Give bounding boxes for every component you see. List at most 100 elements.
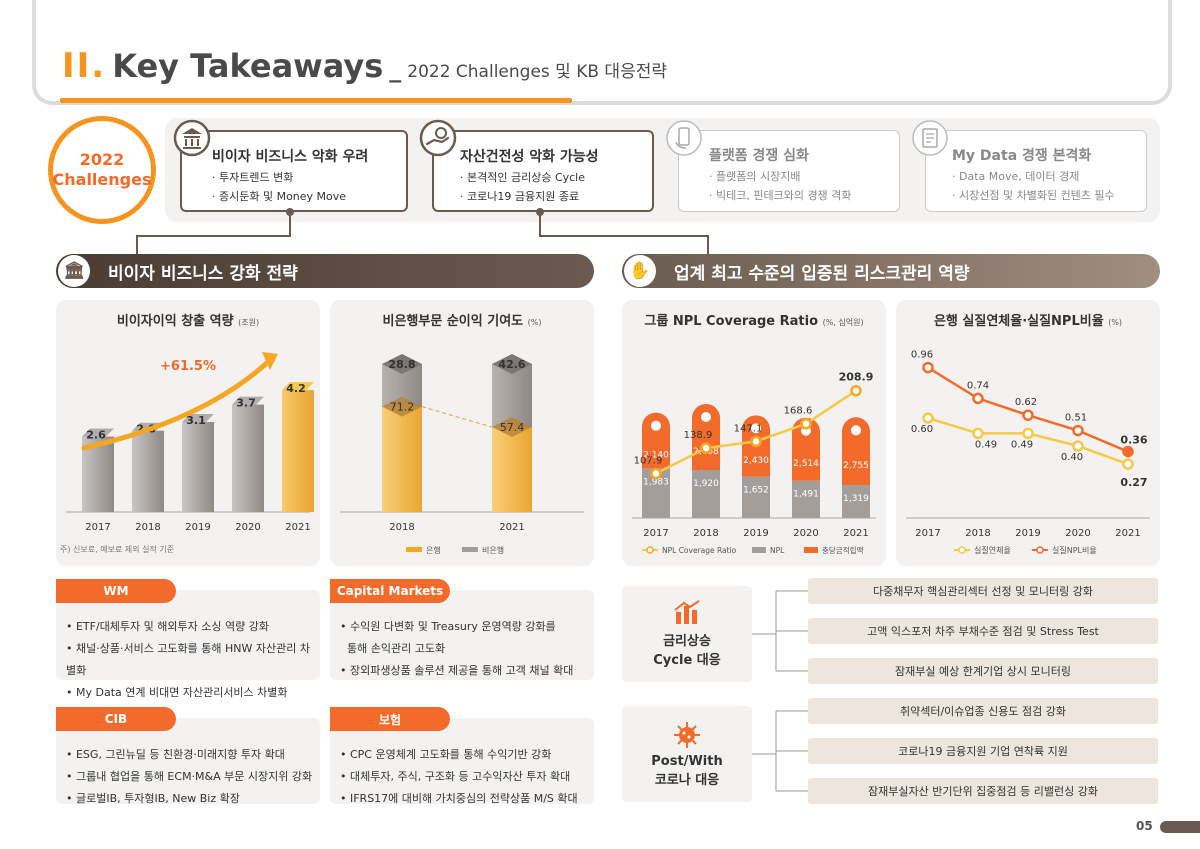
growth-arrow [81, 357, 273, 451]
chart-title: 비이자이익 창출 역량 (조원) [116, 314, 260, 329]
chart-card-delinquency: 은행 실질연체율·실질NPL비율 (%) 0.60 0.49 0.49 0.40 0.2… [896, 300, 1160, 566]
section-title-left: 비이자 비즈니스 강화 전략 [108, 263, 298, 284]
data-label: 2.6 [86, 429, 106, 442]
title-subtitle: 2022 Challenges 및 KB 대응전략 [407, 62, 667, 82]
risk-connectors [752, 590, 808, 792]
strategy-line: • CPC 운영체계 고도화를 통해 수익기반 강화 [340, 748, 552, 761]
npl-ratio-point [1122, 445, 1134, 458]
risk-covid-label-2: 코로나 대응 [654, 773, 720, 788]
legend-label-provision: 충당금적립액 [822, 545, 863, 555]
chart-footnote: 주) 신보료, 예보료 제외 실적 기준 [60, 545, 175, 554]
strategy-line: 통해 손익관리 고도화 [340, 642, 446, 655]
data-label-npl: 1,983 [643, 477, 669, 487]
data-label-nonbank: 42.6 [498, 358, 525, 371]
risk-covid-item-2: 코로나19 금융지원 기업 연착륙 지원 [808, 738, 1158, 764]
bank-icon [173, 119, 211, 157]
npl-ratio-label: 0.96 [911, 350, 933, 361]
title-main: Key Takeaways [112, 47, 384, 85]
challenge-title: My Data 경쟁 본격화 [952, 148, 1092, 164]
risk-covid-item-1: 취약섹터/이슈업종 신용도 점검 강화 [808, 698, 1158, 724]
risk-rate-label-2: Cycle 대응 [653, 653, 721, 668]
delinquency-point [1072, 440, 1084, 452]
bar-top [492, 354, 532, 374]
bar [282, 390, 314, 512]
challenge-line: · 증시둔화 및 Money Move [212, 190, 347, 203]
coverage-point [750, 435, 762, 448]
data-label-npl: 1,319 [843, 494, 869, 504]
bar-top [82, 428, 114, 437]
bar-cap-dot [701, 411, 711, 422]
npl-ratio-point [972, 392, 984, 405]
legend-swatch-nonbank [462, 547, 478, 552]
data-label: 3.7 [236, 397, 256, 410]
badge-label: Challenges [52, 170, 152, 189]
strategy-line: • 그룹내 협업을 통해 ECM·M&A 부문 시장지위 강화 [66, 770, 313, 783]
risk-rate-item-1: 다중채무자 핵심관리섹터 선정 및 모니터링 강화 [808, 578, 1158, 604]
section-bar-right: ✋ 업계 최고 수준의 입증된 리스크관리 역량 [622, 254, 1160, 288]
chart-npl-coverage: 1,9832,14020171,9202,66820181,6522,43020… [632, 371, 876, 555]
bar-nonbank [492, 364, 532, 428]
bar [232, 404, 264, 512]
header-frame [32, 0, 1172, 105]
hand-coin-icon: ✋ [624, 255, 656, 287]
bar [182, 422, 214, 512]
x-tick-label: 2018 [965, 528, 990, 539]
data-label-bank: 57.4 [500, 421, 525, 434]
risk-rate-item-3: 잠재부실 예상 한계기업 상시 모니터링 [808, 658, 1158, 684]
bar-top [382, 354, 422, 374]
data-label: 3.1 [186, 414, 206, 427]
delinquency-point [1022, 427, 1034, 440]
strategy-insurance: 보험 • CPC 운영체계 고도화를 통해 수익기반 강화 • 대체투자, 주식… [330, 707, 594, 805]
challenge-line: · 플랫폼의 시장지배 [709, 170, 801, 183]
strategy-line: • 대체투자, 주식, 구조화 등 고수익자산 투자 확대 [340, 770, 571, 783]
challenge-card-4: My Data 경쟁 본격화 · Data Move, 데이터 경제 · 시장선… [925, 130, 1147, 212]
bar-bank [382, 406, 422, 512]
strategy-line: • ETF/대체투자 및 해외투자 소싱 역량 강화 [66, 620, 269, 633]
legend-label-nonbank: 비은행 [482, 545, 504, 555]
bar-npl [792, 480, 820, 518]
challenge-line: · Data Move, 데이터 경제 [952, 170, 1080, 183]
risk-rate-label-1: 금리상승 [663, 634, 711, 649]
risk-covid-label-1: Post/With [651, 754, 723, 769]
bar-joint [492, 417, 532, 438]
x-tick-label: 2021 [285, 522, 310, 533]
legend-swatch-bank [406, 547, 422, 552]
strategy-line: • 글로벌IB, 투자형IB, New Biz 확장 [66, 792, 240, 805]
coverage-label: 138.9 [684, 430, 713, 441]
chart-card-npl-coverage: 그룹 NPL Coverage Ratio (%, 십억원) 1,983 2,14… [622, 300, 886, 566]
npl-ratio-label: 0.36 [1120, 434, 1147, 447]
delinquency-label: 0.49 [975, 439, 997, 450]
chart-nonbank-contrib: 28.8 71.2 2018 42.6 57.4 2021 은행 비은행 [340, 354, 584, 555]
bar-npl [692, 470, 720, 518]
legend-marker-delinquency [958, 546, 966, 554]
x-tick-label: 2017 [643, 528, 668, 539]
legend-marker-ratio [646, 546, 654, 554]
bar-cap-dot [851, 425, 861, 436]
delinquency-label: 0.49 [1011, 439, 1033, 450]
chart-title: 그룹 NPL Coverage Ratio (%, 십억원) [644, 314, 864, 329]
section-title-right: 업계 최고 수준의 입증된 리스크관리 역량 [674, 263, 970, 284]
npl-ratio-point [1072, 424, 1084, 437]
x-tick-label: 2019 [743, 528, 768, 539]
chart-nonint-income: 2.620172.820183.120193.720204.22021+61.5… [66, 352, 314, 533]
chart-card-nonint-income: 비이자이익 창출 역량 (조원) 2.6 2017 2.8 2018 3.1 2019 3.… [56, 300, 320, 566]
page-title: II. Key Takeaways _ 2022 Challenges 및 KB… [62, 46, 667, 86]
challenge-card-2: 자산건전성 악화 가능성 · 본격적인 금리상승 Cycle · 코로나19 금… [432, 130, 654, 212]
legend-swatch-provision [804, 547, 818, 553]
coverage-point [850, 384, 862, 397]
title-separator: _ [389, 55, 402, 83]
strategy-line: • 채널·상품·서비스 고도화를 통해 HNW 자산관리 차별화 [66, 642, 310, 677]
strategy-line: • 수익원 다변화 및 Treasury 운영역량 강화를 [340, 620, 556, 633]
bar [132, 430, 164, 512]
chart-title: 은행 실질연체율·실질NPL비율 (%) [933, 314, 1123, 329]
delinquency-point [922, 412, 934, 424]
coverage-label: 168.6 [784, 406, 813, 417]
challenges-badge: 2022 Challenges [48, 116, 156, 224]
legend-label-npl: NPL [770, 546, 785, 555]
bar-chart-icon [674, 600, 700, 624]
delinquency-label: 0.27 [1120, 476, 1147, 489]
x-tick-label: 2021 [499, 522, 524, 533]
page-number-bar [1160, 821, 1200, 833]
npl-ratio-label: 0.51 [1065, 413, 1087, 424]
coverage-label: 147.1 [734, 423, 763, 434]
